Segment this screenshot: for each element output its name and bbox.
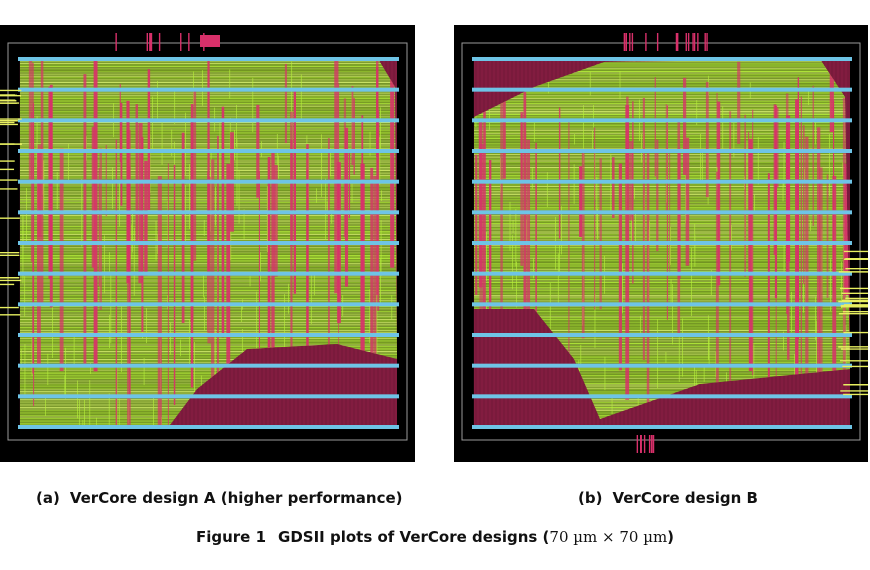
subfigure-tag-a: (a) xyxy=(36,489,60,507)
figure-caption-close: ) xyxy=(667,528,675,546)
power-rails xyxy=(472,57,852,429)
io-pins xyxy=(0,33,220,316)
figure-number: Figure 1 xyxy=(195,528,267,546)
subfigure-tag-b: (b) xyxy=(578,489,603,507)
gdsii-layout-b xyxy=(461,33,868,453)
die-outline xyxy=(461,42,861,441)
gdsii-plot-design-b xyxy=(454,25,868,462)
figure-caption-dimensions: 70 µm × 70 µm xyxy=(549,528,668,546)
subfigure-caption-b: (b) VerCore design B xyxy=(578,489,758,507)
gdsii-layout-a xyxy=(0,33,408,441)
power-rails xyxy=(18,57,399,429)
subfigure-label-a: VerCore design A (higher performance) xyxy=(69,489,403,507)
subfigure-caption-a: (a) VerCore design A (higher performance) xyxy=(36,489,403,507)
subfigure-label-b: VerCore design B xyxy=(612,489,758,507)
figure-caption-text: GDSII plots of VerCore designs ( xyxy=(278,528,550,546)
figure-caption: Figure 1 GDSII plots of VerCore designs (… xyxy=(0,528,870,546)
io-pins xyxy=(623,33,868,453)
gdsii-plot-design-a xyxy=(0,25,415,462)
